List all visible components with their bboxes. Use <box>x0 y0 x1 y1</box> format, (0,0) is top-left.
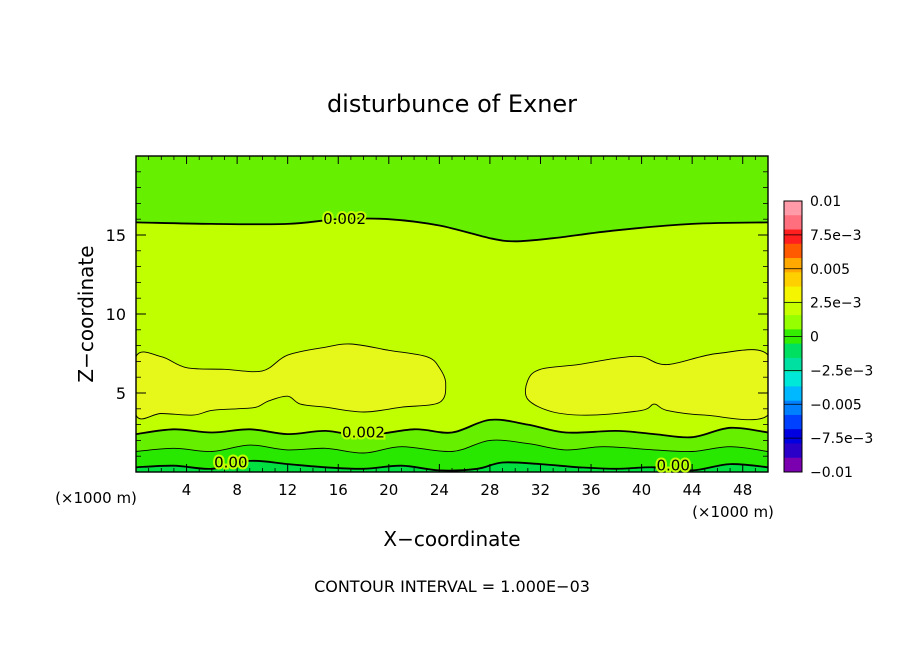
colorbar-segment <box>784 315 802 330</box>
contour-label: 0.00 <box>214 454 247 472</box>
colorbar-segment <box>784 300 802 316</box>
contour-line-4 <box>136 439 768 454</box>
contour-line-3 <box>136 418 768 439</box>
colorbar-segment <box>784 272 802 288</box>
contour-line-2 <box>524 349 768 421</box>
contour-interval-note: CONTOUR INTERVAL = 1.000E−03 <box>314 577 590 596</box>
colorbar-tick-label: 0.005 <box>810 262 850 278</box>
band-0.003-0.004-left <box>136 343 446 419</box>
contour-line-1 <box>136 343 447 420</box>
x-tick-label: 44 <box>683 481 702 499</box>
x-tick-label: 12 <box>278 481 297 499</box>
colorbar-tick-label: 0 <box>810 330 819 346</box>
x-axis-label: X−coordinate <box>383 527 520 551</box>
x-tick-label: 20 <box>379 481 398 499</box>
colorbar: 0.01 7.5e−3 0.005 2.5e−3 0 −2.5e−3 −0.005 −7.5e… <box>783 194 873 481</box>
colorbar-segment <box>784 286 802 302</box>
contour-label: 0.00 <box>656 457 689 475</box>
colorbar-segment <box>784 429 802 444</box>
colorbar-segment <box>784 215 802 231</box>
colorbar-tick-label: 2.5e−3 <box>810 296 862 312</box>
y-axis-label: Z−coordinate <box>74 245 98 382</box>
colorbar-segment <box>784 201 802 216</box>
x-tick-label: 24 <box>430 481 449 499</box>
x-tick-label: 36 <box>581 481 600 499</box>
x-tick-label: 16 <box>329 481 348 499</box>
colorbar-segment <box>784 243 802 259</box>
colorbar-segment <box>784 457 802 473</box>
contour-labels: 0.002 0.002 0.00 0.00 <box>212 208 692 476</box>
colorbar-tick-label: 7.5e−3 <box>810 228 862 244</box>
x-tick-label: 40 <box>632 481 651 499</box>
y-tick-label: 5 <box>116 384 126 403</box>
contour-lines <box>136 217 768 472</box>
contour-label: 0.002 <box>342 424 385 442</box>
colorbar-segment <box>784 414 802 430</box>
x-tick-label: 4 <box>182 481 192 499</box>
band-0.003-0.004-right <box>525 349 768 420</box>
colorbar-segment <box>784 400 802 416</box>
x-tick-label: 8 <box>232 481 242 499</box>
colorbar-segment <box>784 443 802 459</box>
colorbar-tick-label: −0.01 <box>810 465 853 481</box>
y-tick-label: 15 <box>106 226 126 245</box>
x-unit-label-left: (×1000 m) <box>55 489 137 507</box>
colorbar-tick-label: −7.5e−3 <box>810 431 873 447</box>
colorbar-tick-label: −2.5e−3 <box>810 363 873 379</box>
contour-line-0 <box>136 217 768 243</box>
contour-fill <box>136 156 768 472</box>
colorbar-segment <box>784 229 802 245</box>
x-axis-ticks: 4 8 12 16 20 24 28 32 36 40 44 48 <box>148 156 756 499</box>
x-tick-label: 48 <box>733 481 752 499</box>
colorbar-segment <box>784 386 802 402</box>
colorbar-segment <box>784 357 802 373</box>
x-tick-label: 28 <box>480 481 499 499</box>
colorbar-segment <box>784 372 802 387</box>
x-unit-label-right: (×1000 m) <box>692 503 774 521</box>
contour-label: 0.002 <box>323 210 366 228</box>
y-tick-label: 10 <box>106 305 126 324</box>
colorbar-tick-label: −0.005 <box>810 397 862 413</box>
colorbar-segment <box>784 258 802 273</box>
x-tick-label: 32 <box>531 481 550 499</box>
chart-title: disturbunce of Exner <box>327 90 577 118</box>
colorbar-segment <box>784 343 802 359</box>
colorbar-tick-label: 0.01 <box>810 194 841 210</box>
y-axis-ticks: 5 10 15 <box>106 171 768 457</box>
contour-line-5 <box>136 459 768 472</box>
